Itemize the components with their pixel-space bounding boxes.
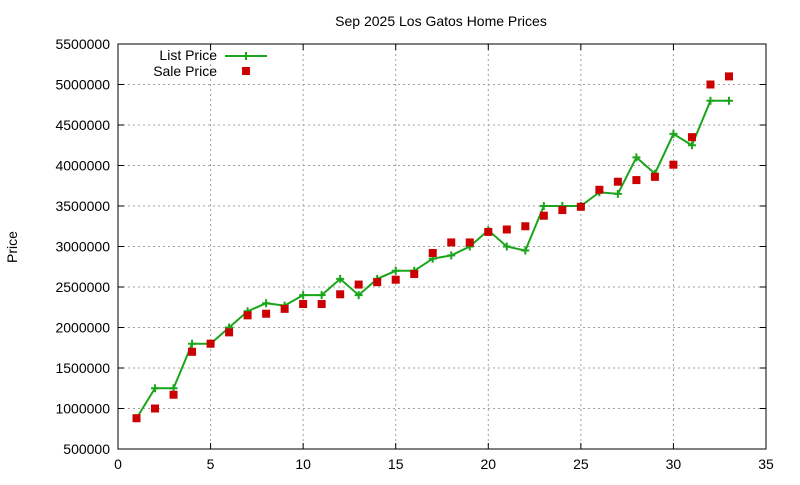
sale-price-point: [558, 206, 567, 215]
sale-price-point: [169, 390, 178, 399]
y-tick-label: 4500000: [55, 117, 110, 133]
sale-price-point: [650, 172, 659, 181]
list-price-point: [391, 266, 400, 275]
sale-price-point: [447, 238, 456, 247]
sale-price-point: [280, 304, 289, 313]
sale-price-point: [502, 225, 511, 234]
x-tick-label: 35: [758, 456, 774, 472]
sale-price-point: [521, 222, 530, 231]
list-price-point: [539, 202, 548, 210]
sale-price-point: [687, 133, 696, 142]
x-tick-label: 10: [295, 456, 311, 472]
sale-price-point: [317, 300, 326, 309]
sale-price-point: [151, 404, 160, 413]
list-price-point: [521, 246, 530, 255]
sale-price-point: [484, 227, 493, 236]
y-tick-label: 3500000: [55, 198, 110, 214]
y-tick-label: 5000000: [55, 77, 110, 93]
y-tick-label: 1500000: [55, 360, 110, 376]
legend-marker-list-price: [242, 52, 250, 60]
list-price-point: [706, 96, 715, 105]
grid: [118, 44, 766, 449]
x-tick-label: 15: [388, 456, 404, 472]
sale-price-point: [595, 185, 604, 194]
y-tick-label: 4000000: [55, 158, 110, 174]
sale-price-point: [373, 278, 382, 287]
sale-price-point: [576, 202, 585, 211]
axes: 0 5 10 15 20 25 30 35 500000 1000000 1500000 200000…: [55, 36, 774, 472]
sale-price-point: [724, 72, 733, 81]
sale-price-point: [669, 160, 678, 169]
sale-price-point: [299, 300, 308, 309]
x-tick-label: 0: [114, 456, 122, 472]
sale-price-point: [132, 414, 141, 423]
y-tick-label: 3000000: [55, 239, 110, 255]
list-price-point: [151, 384, 160, 393]
list-price-point: [354, 291, 363, 300]
y-axis-label: Price: [4, 231, 20, 263]
list-price-point: [317, 291, 326, 300]
sale-price-point: [391, 275, 400, 284]
list-price-point: [502, 242, 511, 251]
legend: List Price Sale Price: [153, 47, 267, 79]
y-tick-label: 2000000: [55, 320, 110, 336]
x-tick-label: 30: [666, 456, 682, 472]
y-tick-label: 1000000: [55, 401, 110, 417]
series: [132, 72, 733, 423]
x-tick-label: 20: [480, 456, 496, 472]
sale-price-point: [354, 280, 363, 289]
sale-price-point: [243, 311, 252, 320]
sale-price-point: [225, 328, 234, 337]
x-tick-label: 25: [573, 456, 589, 472]
list-price-point: [613, 189, 622, 198]
list-price-point: [669, 129, 678, 138]
list-price-point: [262, 299, 271, 308]
list-price-point: [447, 251, 456, 260]
list-price-point: [632, 153, 641, 162]
sale-price-point: [613, 177, 622, 186]
sale-price-point: [428, 248, 437, 257]
list-price-point: [687, 141, 696, 150]
y-tick-label: 500000: [63, 441, 110, 457]
y-tick-label: 2500000: [55, 279, 110, 295]
chart-title: Sep 2025 Los Gatos Home Prices: [335, 13, 547, 29]
sale-price-point: [465, 238, 474, 247]
list-price-point: [724, 96, 733, 105]
x-tick-label: 5: [207, 456, 215, 472]
sale-price-point: [262, 309, 271, 318]
sale-price-point: [632, 176, 641, 185]
list-price-point: [299, 291, 308, 300]
sale-price-point: [410, 270, 419, 279]
legend-marker-sale-price: [242, 67, 250, 75]
sale-price-point: [706, 80, 715, 89]
legend-label-list-price: List Price: [159, 47, 217, 63]
list-price-point: [188, 339, 197, 348]
y-tick-label: 5500000: [55, 36, 110, 52]
sale-price-point: [206, 339, 215, 348]
legend-label-sale-price: Sale Price: [153, 63, 217, 79]
sale-price-point: [188, 347, 197, 356]
list-price-point: [336, 274, 345, 283]
sale-price-point: [336, 290, 345, 299]
sale-price-point: [539, 211, 548, 220]
